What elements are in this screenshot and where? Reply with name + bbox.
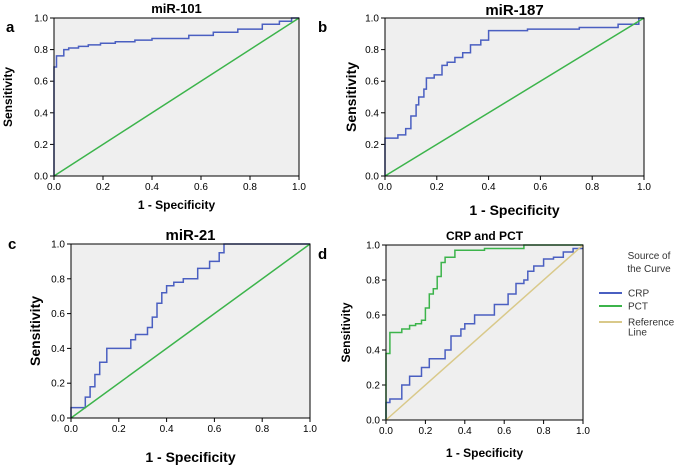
reference-line-curve <box>385 244 584 421</box>
x-tick-label: 0.0 <box>378 182 392 193</box>
y-tick-label: 0.8 <box>365 45 379 56</box>
x-tick-label: 0.6 <box>207 424 221 435</box>
x-axis-label: 1 - Specificity <box>138 198 216 212</box>
y-tick-label: 0.8 <box>51 274 65 285</box>
panel-letter: b <box>318 19 327 36</box>
x-tick-label: 1.0 <box>292 182 306 193</box>
x-tick-label: 0.0 <box>47 182 61 193</box>
plot-frame <box>384 17 645 177</box>
x-tick-label: 0.0 <box>379 426 393 437</box>
x-tick-label: 1.0 <box>576 426 590 437</box>
y-tick-label: 0.8 <box>34 45 48 56</box>
y-tick-label: 0.4 <box>366 346 380 357</box>
roc-panel-c: 0.0 0.2 0.4 0.6 0.8 1.0 0.0 0.2 0.4 0.6 0.8 1.0 miR-… <box>8 227 317 465</box>
y-tick-label: 1.0 <box>365 14 379 25</box>
y-tick-label: 0.2 <box>366 381 380 392</box>
y-tick-label: 0.4 <box>365 108 379 119</box>
x-tick-label: 0.4 <box>160 424 174 435</box>
y-tick-label: 0.0 <box>51 414 65 425</box>
x-tick-label: 0.6 <box>497 426 511 437</box>
y-axis-label: Sensitivity <box>27 296 43 366</box>
y-tick-label: 0.0 <box>34 172 48 183</box>
panel-title: miR-187 <box>485 2 543 19</box>
x-tick-label: 0.6 <box>194 182 208 193</box>
y-tick-label: 1.0 <box>366 241 380 252</box>
y-tick-label: 0.6 <box>34 77 48 88</box>
x-tick-label: 0.8 <box>585 182 599 193</box>
y-axis-label: Sensitivity <box>343 62 359 132</box>
x-tick-label: 0.0 <box>64 424 78 435</box>
x-tick-label: 0.2 <box>96 182 110 193</box>
y-tick-label: 0.6 <box>365 77 379 88</box>
x-tick-label: 1.0 <box>637 182 651 193</box>
roc-panel-a: 0.0 0.2 0.4 0.6 0.8 1.0 0.0 0.2 0.4 0.6 0.8 1.0 miR-… <box>1 1 306 212</box>
y-tick-label: 1.0 <box>34 14 48 25</box>
legend-label: Line <box>628 328 647 339</box>
panel-title: CRP and PCT <box>446 229 524 243</box>
crp-curve <box>385 247 583 420</box>
x-tick-label: 0.4 <box>145 182 159 193</box>
x-axis-label: 1 - Specificity <box>446 446 524 460</box>
legend-title: the Curve <box>627 264 671 275</box>
reference-curve <box>70 243 311 419</box>
reference-curve <box>53 17 300 177</box>
x-axis-label: 1 - Specificity <box>145 449 235 465</box>
y-tick-label: 0.2 <box>365 140 379 151</box>
x-tick-label: 0.8 <box>537 426 551 437</box>
legend-label: Reference <box>628 318 675 329</box>
x-tick-label: 0.6 <box>533 182 547 193</box>
plot-frame <box>385 244 584 421</box>
mir-21-curve <box>70 243 310 418</box>
x-tick-label: 0.4 <box>482 182 496 193</box>
y-tick-label: 0.2 <box>34 140 48 151</box>
reference-curve <box>384 17 645 177</box>
y-tick-label: 1.0 <box>51 240 65 251</box>
x-tick-label: 0.2 <box>418 426 432 437</box>
y-tick-label: 0.0 <box>365 172 379 183</box>
y-tick-label: 0.8 <box>366 276 380 287</box>
y-tick-label: 0.4 <box>34 108 48 119</box>
panel-letter: c <box>8 236 16 253</box>
legend-title: Source of <box>628 251 671 262</box>
x-tick-label: 0.4 <box>458 426 472 437</box>
mir-101-curve <box>53 17 299 176</box>
legend-label: CRP <box>628 289 649 300</box>
x-tick-label: 1.0 <box>303 424 317 435</box>
x-tick-label: 0.2 <box>430 182 444 193</box>
y-tick-label: 0.0 <box>366 416 380 427</box>
y-axis-label: Sensitivity <box>339 302 353 362</box>
roc-panel-b: 0.0 0.2 0.4 0.6 0.8 1.0 0.0 0.2 0.4 0.6 0.8 1.0 miR-… <box>318 2 651 218</box>
mir-187-curve <box>384 17 644 176</box>
y-tick-label: 0.6 <box>366 311 380 322</box>
y-tick-label: 0.4 <box>51 344 65 355</box>
y-axis-label: Sensitivity <box>1 67 15 127</box>
x-tick-label: 0.2 <box>112 424 126 435</box>
x-axis-label: 1 - Specificity <box>469 202 559 218</box>
panel-title: miR-101 <box>151 1 202 16</box>
plot-frame <box>53 17 300 177</box>
y-tick-label: 0.6 <box>51 309 65 320</box>
plot-frame <box>70 243 311 419</box>
x-tick-label: 0.8 <box>243 182 257 193</box>
panel-title: miR-21 <box>165 227 215 244</box>
panel-letter: a <box>6 19 15 36</box>
x-tick-label: 0.8 <box>255 424 269 435</box>
legend-label: PCT <box>628 302 648 313</box>
y-tick-label: 0.2 <box>51 379 65 390</box>
roc-panel-d: 0.0 0.2 0.4 0.6 0.8 1.0 0.0 0.2 0.4 0.6 0.8 1.0 CRP … <box>318 229 675 460</box>
pct-curve <box>385 244 583 420</box>
panel-letter: d <box>318 246 327 263</box>
